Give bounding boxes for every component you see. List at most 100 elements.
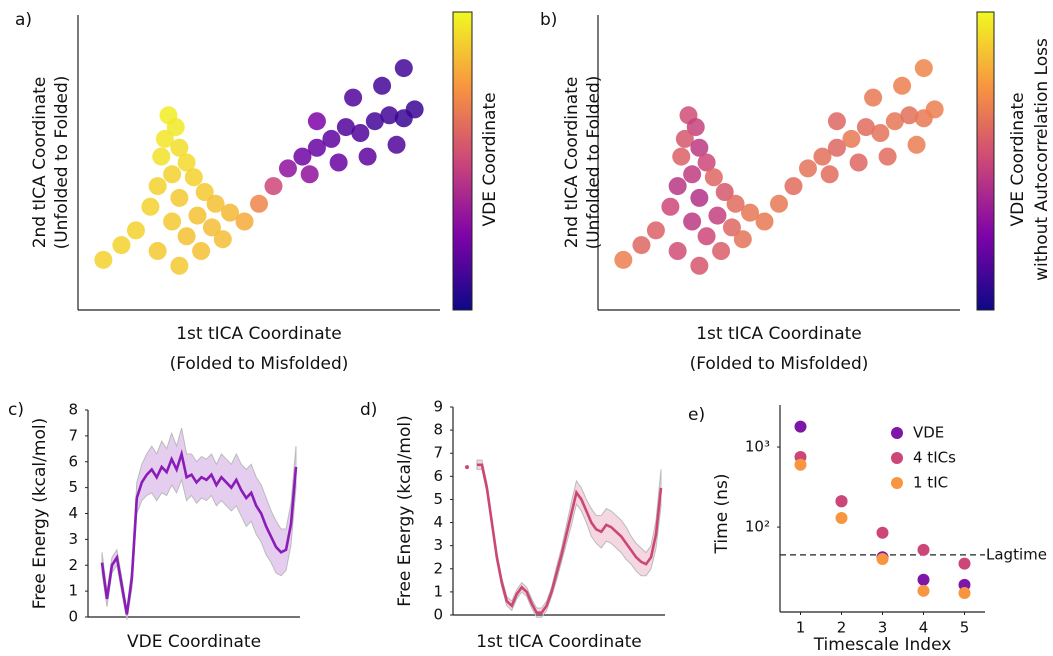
- x-axis-label: (Folded to Misfolded): [170, 354, 349, 374]
- point: [712, 242, 731, 260]
- y-tick-label: 0: [433, 606, 443, 624]
- panel-label: b): [540, 10, 557, 30]
- point: [614, 250, 633, 269]
- point: [813, 147, 832, 166]
- point: [722, 218, 741, 237]
- point: [683, 212, 702, 231]
- colorbar: [976, 11, 995, 311]
- point: [465, 465, 469, 470]
- point: [675, 129, 694, 148]
- y-tick-label: 6: [433, 467, 443, 485]
- point: [958, 557, 971, 570]
- legend-swatch: [891, 427, 903, 439]
- point: [307, 112, 326, 131]
- x-tick-label: 5: [960, 619, 970, 637]
- point: [871, 124, 890, 142]
- point: [864, 88, 883, 107]
- point: [170, 138, 189, 157]
- point: [380, 106, 399, 125]
- point: [893, 76, 912, 95]
- y-tick-label: 1: [433, 582, 443, 600]
- legend-label: VDE: [913, 424, 944, 442]
- panel-label: d): [360, 400, 377, 420]
- y-tick-label: 0: [68, 608, 78, 626]
- point: [917, 543, 930, 556]
- point: [842, 129, 861, 148]
- point: [820, 165, 839, 184]
- point: [166, 118, 185, 137]
- y-tick-label: 10³: [745, 438, 770, 456]
- point: [206, 194, 225, 213]
- point: [690, 138, 709, 157]
- point: [827, 138, 846, 157]
- point: [177, 153, 196, 172]
- point: [914, 59, 933, 78]
- x-axis-label: (Folded to Misfolded): [690, 354, 869, 374]
- point: [876, 526, 889, 539]
- reference-label: Lagtime: [986, 545, 1047, 563]
- point: [672, 147, 691, 166]
- panel-label: a): [15, 10, 32, 30]
- error-band: [101, 427, 297, 620]
- point: [322, 129, 341, 148]
- point: [163, 212, 182, 231]
- point: [690, 188, 709, 207]
- point: [697, 153, 716, 172]
- point: [907, 135, 926, 154]
- point: [329, 153, 348, 172]
- point: [704, 168, 723, 187]
- point: [221, 203, 240, 222]
- point: [856, 118, 875, 137]
- point: [163, 165, 182, 184]
- point: [300, 165, 319, 184]
- point: [876, 552, 889, 565]
- point: [917, 584, 930, 597]
- y-tick-label: 3: [433, 536, 443, 554]
- point: [387, 135, 406, 154]
- point: [202, 218, 221, 237]
- colorbar: [452, 11, 473, 311]
- point: [925, 100, 944, 119]
- panel-label: c): [8, 400, 24, 420]
- x-tick-label: 2: [837, 619, 847, 637]
- y-tick-label: 5: [68, 478, 78, 496]
- y-tick-label: 6: [68, 452, 78, 470]
- point: [726, 194, 745, 213]
- point: [708, 206, 727, 225]
- point: [213, 230, 232, 249]
- point: [794, 420, 807, 433]
- point: [668, 242, 687, 260]
- point: [755, 212, 774, 231]
- x-axis-label: 1st tICA Coordinate: [696, 324, 862, 344]
- legend-swatch: [891, 452, 903, 464]
- point: [405, 100, 424, 119]
- point: [885, 112, 904, 131]
- point: [126, 221, 145, 240]
- y-axis-label: (Unfolded to Folded): [584, 76, 604, 250]
- x-tick-label: 3: [878, 619, 888, 637]
- y-tick-label: 1: [68, 582, 78, 600]
- point: [646, 221, 665, 240]
- point: [741, 203, 760, 222]
- legend-label: 4 tICs: [913, 449, 956, 467]
- point: [170, 188, 189, 207]
- point: [798, 159, 817, 178]
- point: [358, 147, 377, 166]
- x-tick-label: 4: [919, 619, 929, 637]
- point: [170, 256, 189, 275]
- legend-swatch: [891, 477, 903, 489]
- y-axis-label: Free Energy (kcal/mol): [30, 418, 50, 609]
- point: [351, 124, 370, 142]
- x-axis-label: 1st tICA Coordinate: [476, 632, 642, 652]
- point: [794, 458, 807, 471]
- point: [184, 168, 203, 187]
- point: [668, 177, 687, 196]
- point: [835, 511, 848, 524]
- point: [697, 227, 716, 246]
- point: [835, 495, 848, 508]
- point: [250, 194, 268, 213]
- y-tick-label: 7: [433, 444, 443, 462]
- y-tick-label: 8: [433, 421, 443, 439]
- point: [878, 147, 897, 166]
